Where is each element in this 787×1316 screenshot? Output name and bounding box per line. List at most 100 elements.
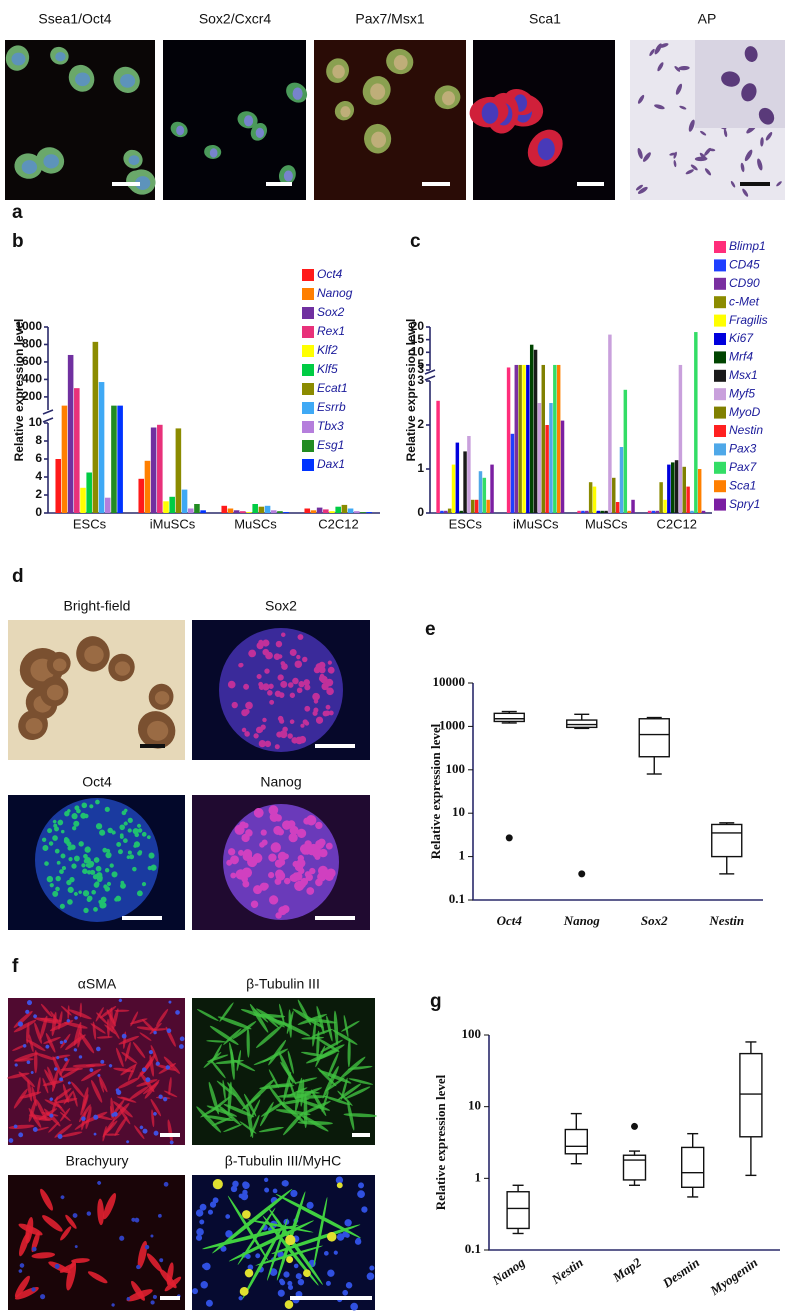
cell — [42, 1077, 49, 1094]
cell — [167, 1119, 173, 1144]
bar — [549, 403, 553, 513]
cell — [133, 844, 137, 848]
cell — [123, 808, 128, 813]
cell — [112, 1111, 118, 1117]
cell — [282, 726, 288, 733]
nucleus — [128, 155, 140, 166]
cell — [674, 66, 681, 72]
box — [506, 1191, 530, 1230]
cell — [59, 1040, 64, 1045]
bar — [310, 510, 317, 513]
nucleus — [292, 87, 303, 100]
cell — [227, 1081, 232, 1115]
cell — [62, 1083, 69, 1103]
cell — [319, 848, 328, 858]
cell — [252, 853, 263, 863]
cell — [313, 699, 319, 704]
cell — [18, 1269, 23, 1273]
cell — [264, 740, 272, 748]
nucleus — [46, 684, 64, 701]
cell — [279, 1278, 284, 1284]
cell — [52, 1056, 63, 1078]
bar — [701, 510, 706, 513]
cell — [744, 46, 758, 62]
cell — [42, 844, 49, 851]
cell — [116, 1096, 131, 1102]
cell — [279, 718, 285, 724]
cell — [277, 674, 284, 681]
cell — [297, 1278, 305, 1286]
cell — [258, 684, 265, 690]
cell — [274, 878, 282, 885]
cell — [99, 829, 106, 836]
cell — [116, 1047, 124, 1068]
y-axis-title: Relative expression level — [428, 723, 443, 859]
cell — [278, 1052, 294, 1084]
cell — [230, 1048, 235, 1081]
cell — [68, 1009, 92, 1020]
cell — [126, 1140, 130, 1144]
cell — [43, 1036, 61, 1044]
cell — [60, 1068, 80, 1079]
y-tick-label: 20 — [411, 319, 425, 333]
cell — [152, 1294, 157, 1299]
bar — [111, 405, 117, 513]
cell — [97, 1198, 104, 1226]
cell — [306, 1201, 314, 1209]
cell — [35, 1126, 49, 1131]
cell — [127, 817, 133, 824]
cell — [244, 731, 250, 737]
cell — [71, 826, 77, 831]
bar — [678, 364, 683, 513]
cell — [240, 1192, 249, 1201]
y-tick-label: 15 — [411, 332, 425, 346]
legend-swatch — [302, 459, 314, 471]
bar — [670, 462, 675, 513]
nucleus — [154, 691, 170, 705]
legend-swatch — [714, 480, 726, 493]
cell — [694, 156, 708, 162]
cell — [707, 148, 716, 152]
y-tick-label: 8 — [35, 433, 42, 447]
cell — [126, 1289, 153, 1302]
cell — [150, 1234, 154, 1238]
cell — [146, 835, 151, 840]
cell — [119, 834, 124, 839]
legend-swatch — [302, 307, 314, 319]
image-caption: Brachyury — [65, 1153, 128, 1169]
cell — [303, 679, 310, 686]
panel-label: a — [12, 202, 23, 223]
cell — [100, 1059, 105, 1064]
cell — [39, 1015, 48, 1040]
cell — [90, 1023, 106, 1034]
x-tick-label: ESCs — [73, 516, 107, 531]
y-tick-label: 6 — [35, 451, 42, 465]
cell — [275, 640, 283, 648]
cell — [268, 871, 275, 879]
cell — [227, 1195, 269, 1261]
legend-label: Oct4 — [317, 267, 343, 281]
cell — [263, 1177, 269, 1183]
cell — [765, 132, 773, 141]
cell — [242, 1224, 284, 1299]
cell — [153, 1030, 157, 1035]
cell — [19, 1232, 30, 1257]
bar — [67, 354, 74, 513]
cell — [250, 1099, 261, 1120]
cell — [287, 1050, 294, 1074]
cell — [63, 1090, 74, 1105]
cell — [158, 1094, 163, 1099]
cell — [637, 147, 643, 159]
bar — [194, 504, 200, 513]
bar — [467, 436, 471, 513]
cell — [250, 900, 259, 908]
cell — [74, 891, 78, 896]
cell — [289, 825, 299, 835]
cell — [45, 1044, 50, 1049]
cell — [301, 1036, 325, 1040]
cell — [637, 94, 645, 104]
cell — [114, 1116, 128, 1136]
cell — [149, 1054, 155, 1077]
cell — [107, 827, 113, 834]
legend-swatch — [714, 498, 726, 511]
